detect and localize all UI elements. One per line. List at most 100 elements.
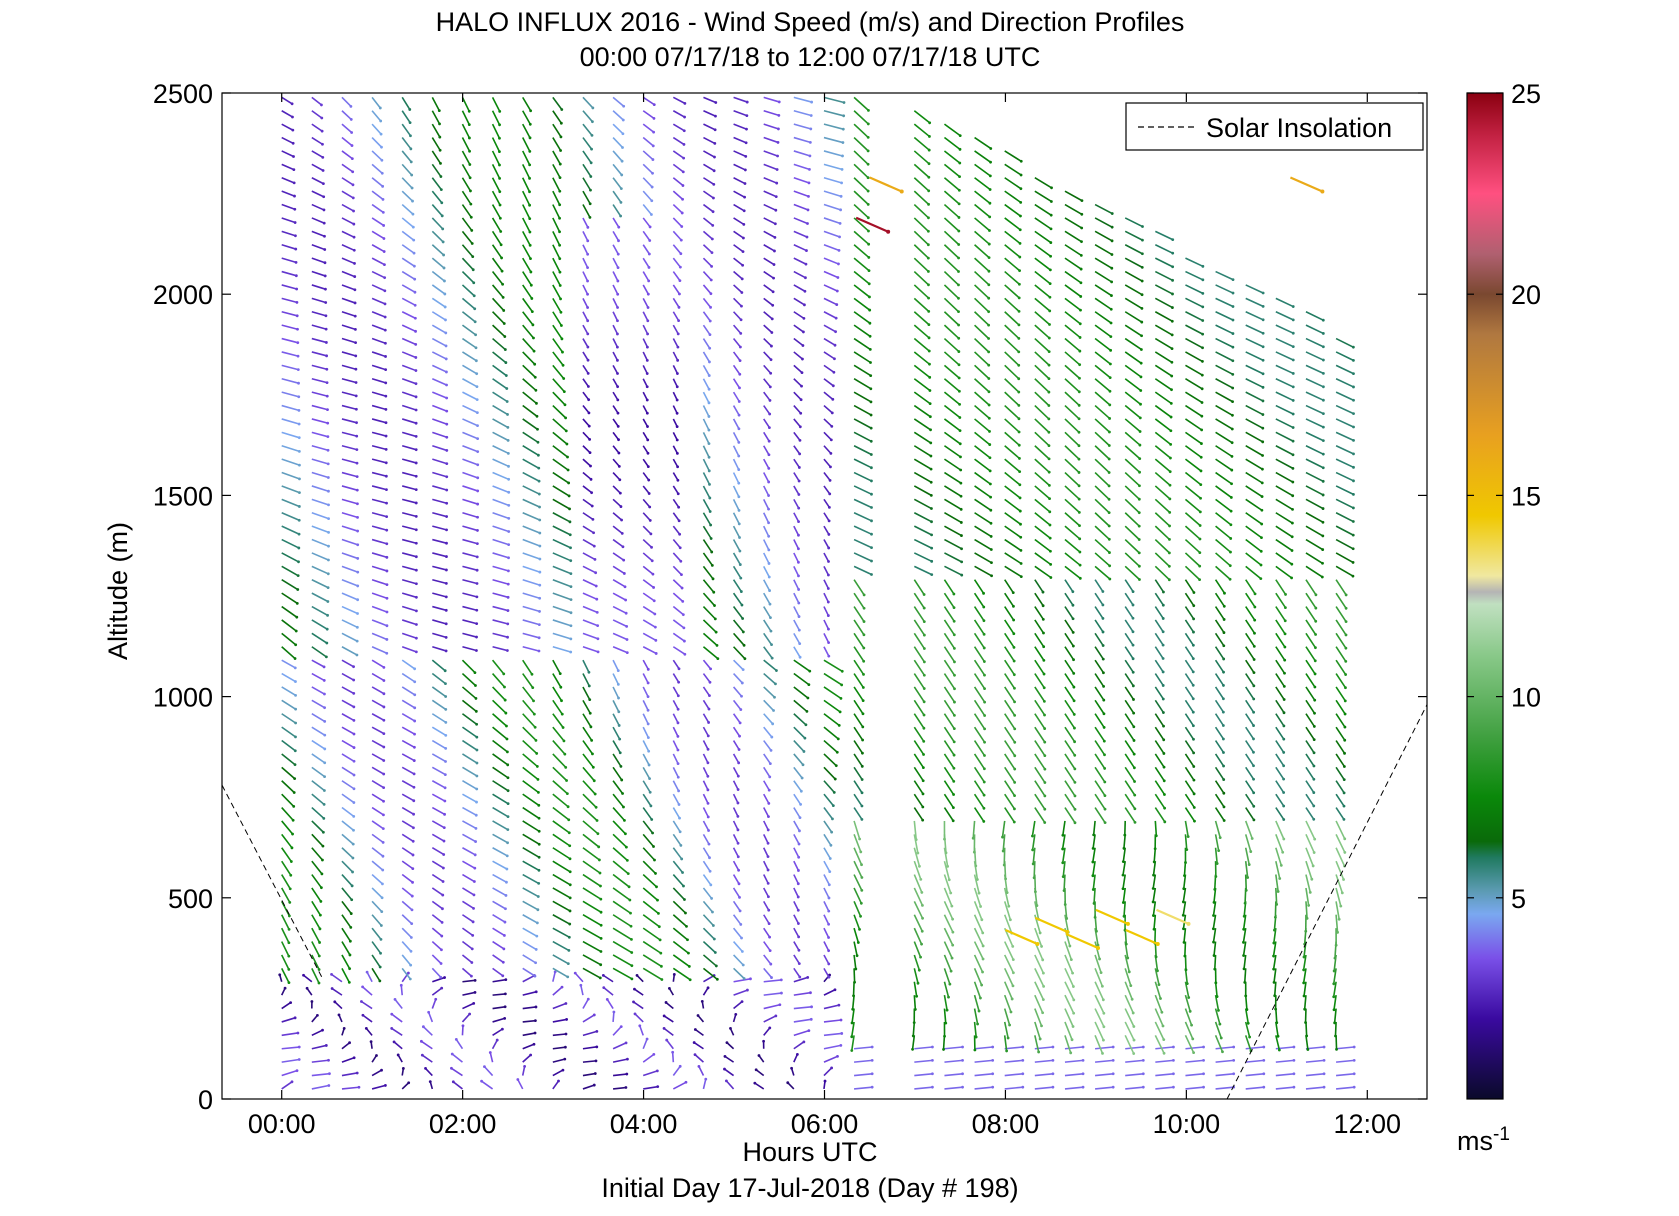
wind-vector-head <box>1261 440 1265 444</box>
wind-vector <box>1003 967 1014 987</box>
wind-vector-head <box>1248 1035 1252 1039</box>
wind-vector-head <box>1049 227 1053 231</box>
wind-vector <box>432 976 445 983</box>
wind-vector-head <box>384 434 388 438</box>
wind-vector-head <box>1201 278 1205 282</box>
wind-vector-head <box>563 752 567 756</box>
wind-vector <box>823 753 837 767</box>
wind-vector <box>823 163 843 171</box>
wind-vector-head <box>444 746 448 750</box>
wind-vector <box>1124 538 1140 554</box>
wind-vector <box>522 525 541 534</box>
wind-vector-head <box>1321 466 1325 470</box>
wind-vector-head <box>678 292 681 296</box>
wind-vector-head <box>952 727 956 731</box>
wind-vector <box>702 297 712 308</box>
wind-vector <box>311 806 325 819</box>
wind-vector-head <box>399 983 403 987</box>
wind-vector <box>1004 431 1020 446</box>
wind-vector <box>1275 485 1294 497</box>
wind-vector-head <box>291 832 294 836</box>
wind-vector <box>913 699 925 716</box>
wind-vector <box>1184 726 1195 740</box>
wind-vector <box>1215 364 1234 376</box>
wind-vector <box>492 311 505 325</box>
wind-vector <box>914 1072 933 1077</box>
wind-vector-head <box>476 476 480 480</box>
wind-vector-head <box>1019 535 1023 539</box>
wind-vector <box>1245 807 1255 821</box>
wind-vector-head <box>1223 591 1226 595</box>
wind-vector-head <box>1073 740 1076 744</box>
wind-vector <box>612 405 619 414</box>
wind-vector <box>974 177 991 191</box>
wind-vector <box>943 874 952 894</box>
wind-vector-head <box>297 1058 301 1061</box>
wind-vector-head <box>1321 439 1325 443</box>
wind-vector <box>462 887 475 896</box>
wind-vector-head <box>595 819 599 822</box>
wind-vector-head <box>1242 927 1246 931</box>
wind-vector <box>1004 297 1020 312</box>
wind-vector-head <box>385 555 389 559</box>
wind-vector-head <box>1232 1045 1236 1049</box>
wind-vector-head <box>445 449 449 452</box>
wind-vector <box>1094 458 1110 474</box>
wind-vector <box>612 458 620 467</box>
wind-vector-head <box>687 965 691 968</box>
wind-vector <box>491 190 501 206</box>
wind-vector-head <box>1077 484 1081 488</box>
wind-vector <box>913 766 924 782</box>
wind-vector-head <box>380 145 383 149</box>
wind-vector <box>1003 994 1012 1013</box>
wind-vector <box>642 378 648 388</box>
wind-vector <box>461 967 472 977</box>
wind-vector <box>1275 1035 1281 1051</box>
wind-vector-head <box>798 829 801 833</box>
wind-vector <box>913 150 930 165</box>
wind-vector-head <box>474 813 478 817</box>
wind-vector-head <box>646 465 650 469</box>
wind-vector-head <box>622 805 625 809</box>
wind-vector <box>462 619 477 625</box>
wind-vector-head <box>1061 833 1065 837</box>
wind-vector <box>341 967 351 983</box>
wind-vector-head <box>771 290 775 294</box>
wind-vector <box>642 538 653 548</box>
wind-vector <box>1214 699 1225 713</box>
wind-vector-head <box>1103 780 1107 784</box>
wind-vector <box>1062 861 1066 877</box>
wind-vector-head <box>535 401 538 405</box>
wind-vector <box>823 391 834 400</box>
wind-vector <box>1245 311 1264 321</box>
wind-vector <box>582 699 591 714</box>
wind-vector <box>823 203 841 211</box>
wind-vector-head <box>800 384 803 388</box>
wind-vector <box>732 472 740 484</box>
wind-vector-head <box>778 1003 782 1007</box>
wind-vector <box>1185 1059 1204 1063</box>
wind-vector <box>462 552 478 558</box>
wind-vector-head <box>927 349 931 353</box>
wind-vector <box>582 967 601 979</box>
wind-vector-head <box>1121 860 1125 864</box>
wind-vector <box>341 404 357 411</box>
wind-vector <box>823 96 845 104</box>
wind-vector-head <box>296 1031 300 1035</box>
wind-vector <box>702 311 711 322</box>
wind-vector <box>1336 1072 1355 1077</box>
wind-vector <box>1094 471 1110 487</box>
wind-vector <box>793 1041 805 1050</box>
wind-vector <box>341 203 354 212</box>
wind-vector <box>522 820 540 832</box>
wind-vector-head <box>414 356 418 359</box>
wind-vector-head <box>1108 430 1111 434</box>
wind-vector-head <box>850 1021 854 1025</box>
wind-vector-head <box>983 727 987 731</box>
wind-vector-head <box>297 560 300 564</box>
wind-vector-head <box>596 650 600 654</box>
wind-vector-head <box>737 508 741 512</box>
wind-vector <box>371 284 386 292</box>
wind-vector-head <box>706 747 710 751</box>
wind-vector-head <box>1071 1025 1075 1028</box>
